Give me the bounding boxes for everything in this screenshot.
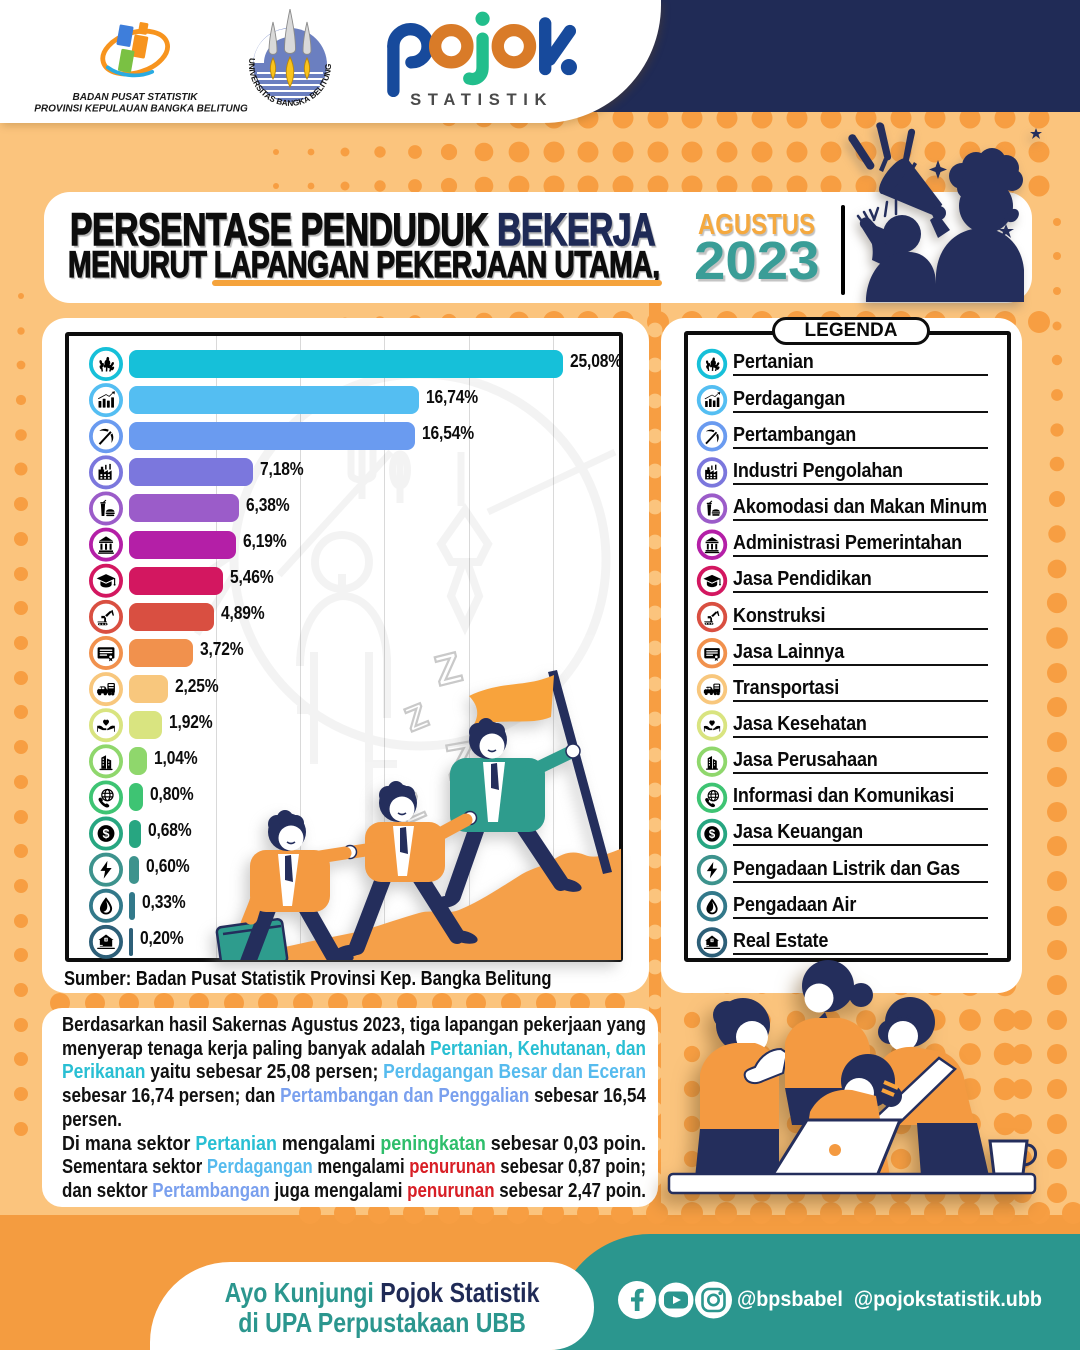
svg-text:$: $ — [103, 827, 110, 841]
svg-text:BADAN PUSAT STATISTIK: BADAN PUSAT STATISTIK — [73, 92, 199, 103]
svg-text:$: $ — [709, 828, 716, 841]
svg-text:PROVINSI KEPULAUAN BANGKA BELI: PROVINSI KEPULAUAN BANGKA BELITUNG — [34, 104, 248, 115]
svg-text:STATISTIK: STATISTIK — [410, 90, 553, 109]
